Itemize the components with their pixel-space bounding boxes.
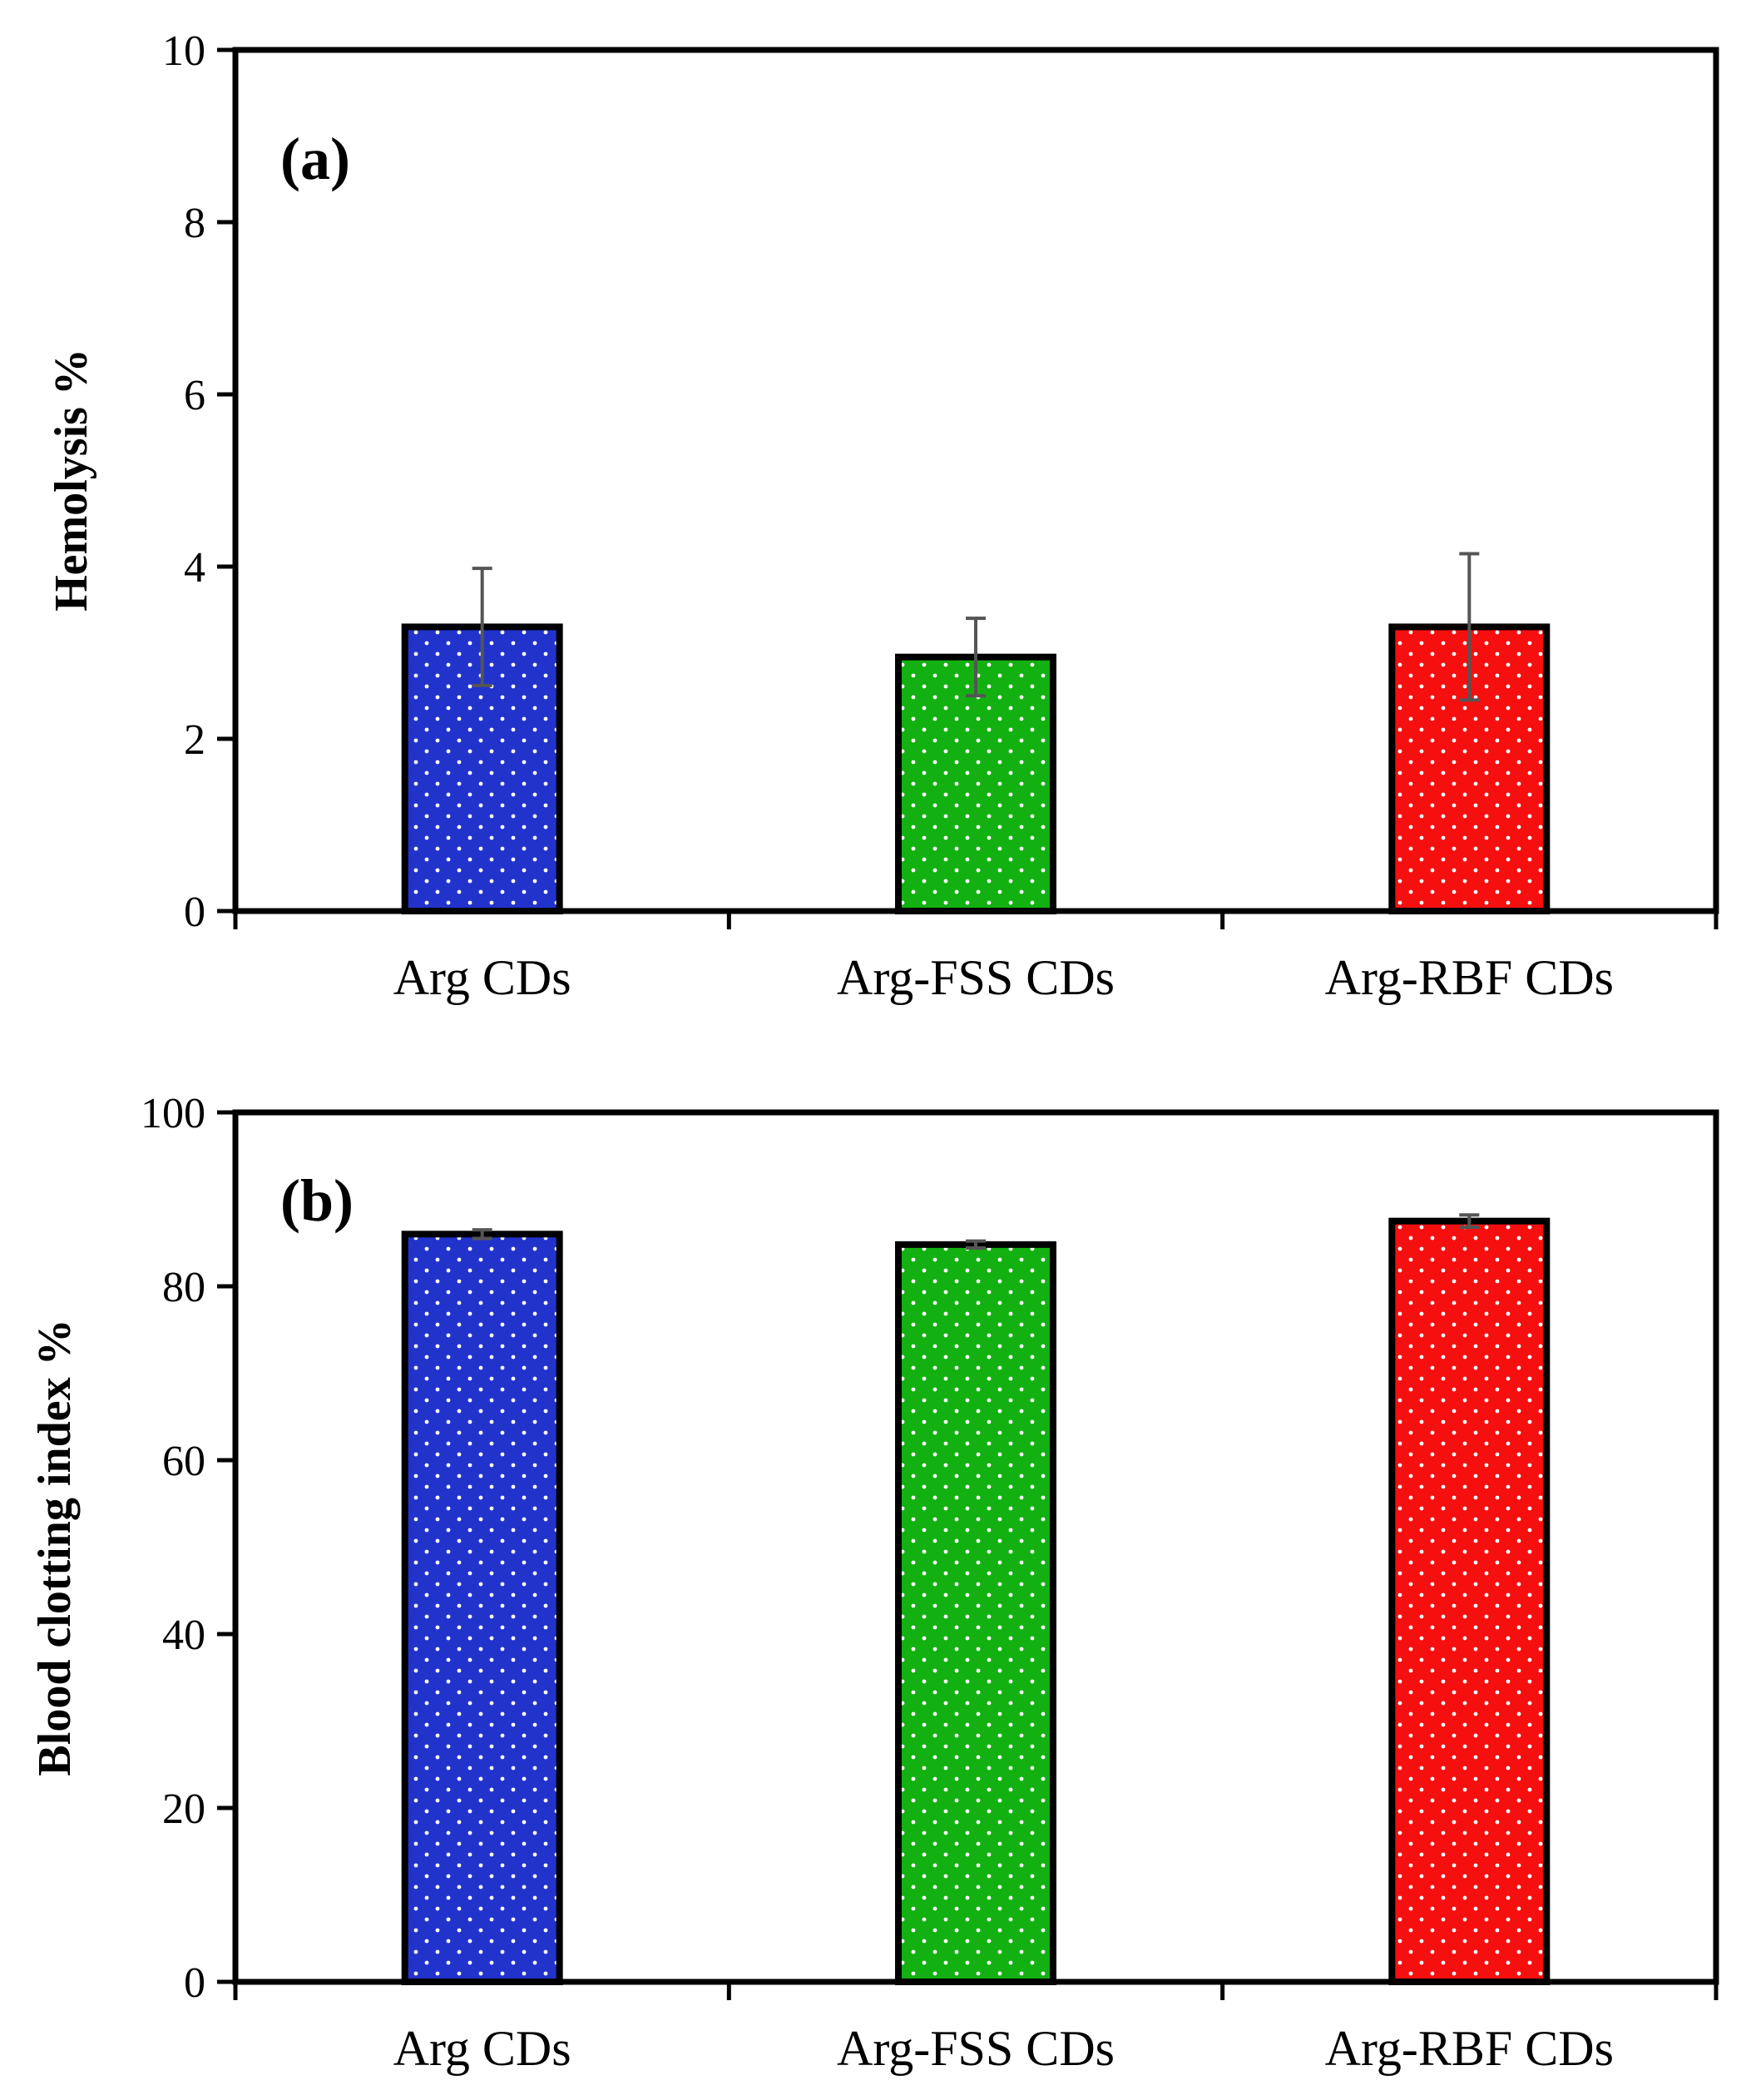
error-bar bbox=[1459, 1213, 1480, 1229]
y-tick-label: 6 bbox=[184, 372, 205, 419]
chart-panel-a: 0 2 4 6 8 10 Arg CDs Arg-FSS CDs Arg-RBF CDs (a… bbox=[46, 27, 1719, 1005]
y-tick-label: 100 bbox=[141, 1090, 205, 1137]
x-category-label: Arg-RBF CDs bbox=[1325, 2021, 1614, 2076]
bar bbox=[895, 653, 1056, 914]
bar bbox=[895, 1241, 1056, 1985]
error-bar bbox=[1459, 552, 1480, 702]
x-category-label: Arg CDs bbox=[393, 950, 571, 1005]
y-tick-label: 40 bbox=[162, 1612, 205, 1659]
y-tick-label: 0 bbox=[184, 1959, 205, 2007]
x-category-label: Arg-RBF CDs bbox=[1325, 950, 1614, 1005]
bar bbox=[401, 1231, 563, 1986]
error-bar bbox=[966, 617, 986, 698]
y-tick-label: 8 bbox=[184, 200, 205, 247]
error-bar bbox=[966, 1239, 986, 1251]
y-tick-label: 80 bbox=[162, 1264, 205, 1311]
chart-panel-b: 0 20 40 60 80 100 Arg CDs Arg-FSS CDs Arg-RBF C… bbox=[29, 1090, 1719, 2076]
x-category-label: Arg-FSS CDs bbox=[837, 950, 1115, 1005]
panel-label: (a) bbox=[280, 126, 350, 192]
y-tick-label: 4 bbox=[184, 544, 205, 592]
y-tick-label: 2 bbox=[184, 716, 205, 764]
panel-label: (b) bbox=[280, 1167, 354, 1234]
y-tick-label: 20 bbox=[162, 1785, 205, 1833]
error-bar bbox=[472, 1228, 492, 1241]
y-axis-label: Blood clotting index % bbox=[29, 1319, 81, 1776]
bar bbox=[1388, 1217, 1551, 1985]
x-category-label: Arg CDs bbox=[393, 2021, 571, 2076]
y-axis-label: Hemolysis % bbox=[46, 349, 97, 612]
y-tick-label: 10 bbox=[162, 27, 205, 75]
x-category-label: Arg-FSS CDs bbox=[837, 2021, 1115, 2076]
y-tick-label: 0 bbox=[184, 889, 205, 936]
error-bar bbox=[472, 567, 492, 687]
y-tick-label: 60 bbox=[162, 1438, 205, 1485]
